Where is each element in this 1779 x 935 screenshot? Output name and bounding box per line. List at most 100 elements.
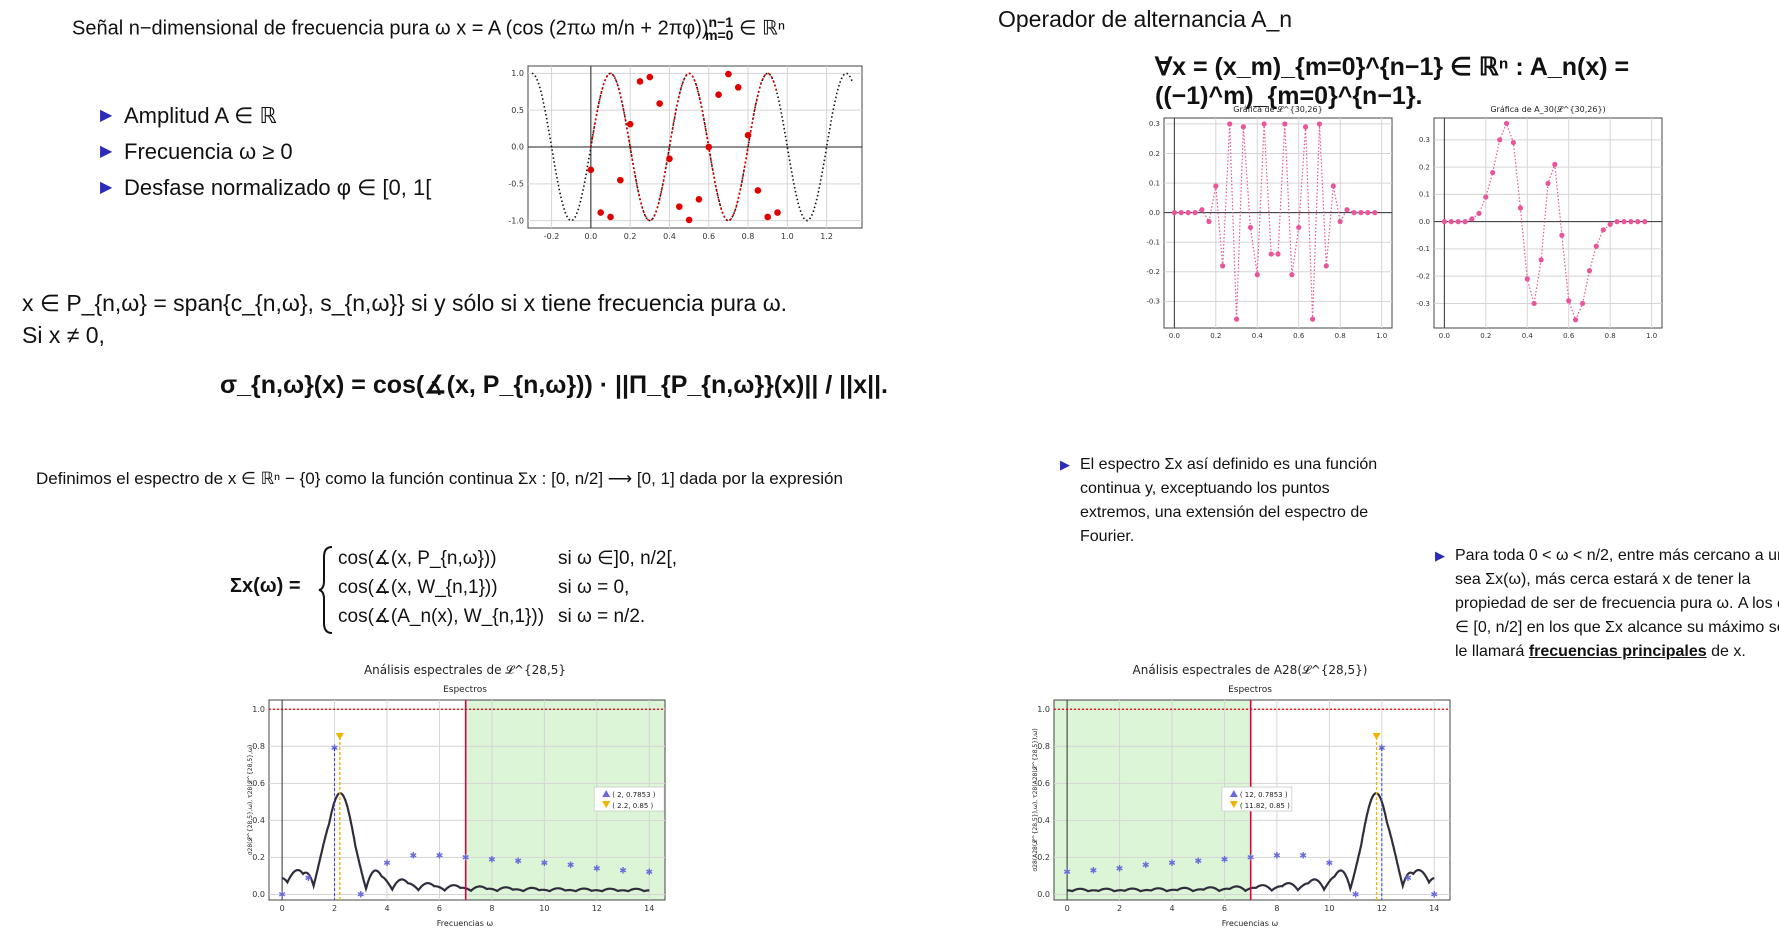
y-tick-label: 0.3 xyxy=(1149,120,1160,128)
x-tick-label: 2 xyxy=(332,904,337,913)
y-tick-label: 0.1 xyxy=(1419,191,1430,199)
chart-title: Gráfica de A_30(𝓛^{30,26}) xyxy=(1490,104,1605,114)
sample-point xyxy=(587,166,595,174)
y-tick-label: -0.5 xyxy=(508,179,524,188)
legend-marker-principal xyxy=(602,801,611,809)
sample-marker: ✱ xyxy=(383,859,391,869)
principal-frequencies-term: frecuencias principales xyxy=(1528,643,1707,660)
sample-point xyxy=(725,70,732,78)
sample-marker: ✱ xyxy=(567,861,575,871)
sample-point xyxy=(675,203,683,210)
alternation-operator-title: Operador de alternancia A_n xyxy=(998,6,1293,32)
sample-marker: ✱ xyxy=(619,866,627,876)
sample-marker: ✱ xyxy=(1221,855,1229,865)
x-tick-label: 14 xyxy=(1429,904,1439,913)
case-row-half: cos(∡(A_n(x), W_{n,1})) si ω = n/2. xyxy=(338,605,645,628)
legend-marker-principal xyxy=(1229,801,1238,809)
y-tick-label: -0.2 xyxy=(1146,268,1160,276)
legend-marker-fourier xyxy=(602,790,611,798)
pure-frequency-condition: x ∈ P_{n,ω} = span{c_{n,ω}, s_{n,ω}} si … xyxy=(22,290,788,316)
x-tick-label: 0.8 xyxy=(742,232,755,241)
sample-point xyxy=(715,91,722,99)
plot-frame xyxy=(268,699,666,901)
x-tick-label: 0.8 xyxy=(1605,332,1616,340)
plot-frame xyxy=(1433,117,1663,329)
series-point xyxy=(1469,216,1475,222)
y-tick-label: 0.5 xyxy=(511,106,524,115)
x-tick-label: 10 xyxy=(539,904,549,913)
x-tick-label: 1.0 xyxy=(1376,332,1387,340)
series-point xyxy=(1441,219,1447,225)
x-tick-label: 1.2 xyxy=(820,232,833,241)
series-point xyxy=(1586,268,1593,274)
sample-point xyxy=(734,84,742,91)
y-axis-label: σ28(𝓛^{28,5},ω), τ28(𝓛^{28,5},ω) xyxy=(247,745,254,856)
x-tick-label: 4 xyxy=(1169,904,1174,913)
cases-brace xyxy=(318,546,333,634)
sample-marker: ✱ xyxy=(645,868,653,878)
series-point xyxy=(1206,218,1212,225)
sample-marker: ✱ xyxy=(305,874,313,884)
sample-marker: ✱ xyxy=(1247,853,1255,863)
sample-marker: ✱ xyxy=(541,859,549,869)
series-point xyxy=(1240,124,1246,130)
principal-frequencies-text-a: Para toda 0 < ω < n/2, entre más cercano… xyxy=(1455,547,1779,660)
x-tick-label: 12 xyxy=(592,904,602,913)
series-point xyxy=(1621,219,1627,225)
case-cond-interior: si ω ∈]0, n/2[, xyxy=(558,548,678,569)
series-point xyxy=(1572,317,1579,323)
legend-marker-fourier xyxy=(1229,790,1238,798)
x-tick-label: 0.2 xyxy=(1210,332,1221,340)
case-expr-zero: cos(∡(x, W_{n,1})) xyxy=(338,577,498,598)
series-point xyxy=(1296,224,1302,231)
x-tick-label: 8 xyxy=(1274,904,1279,913)
sigma-formula: σ_{n,ω}(x) = cos(∡(x, P_{n,ω})) · ||Π_{P… xyxy=(220,371,889,399)
y-tick-label: -0.3 xyxy=(1146,298,1160,306)
series-point xyxy=(1538,257,1544,263)
series-point xyxy=(1503,120,1510,127)
y-tick-label: -0.1 xyxy=(1416,245,1430,253)
sample-marker: ✱ xyxy=(1063,868,1071,878)
spectral-analysis-chart-L: Análisis espectrales de 𝓛^{28,5} Espectro… xyxy=(247,663,666,928)
sample-marker: ✱ xyxy=(1168,859,1176,869)
series-point xyxy=(1476,210,1482,217)
principal-frequencies-note: Para toda 0 < ω < n/2, entre más cercano… xyxy=(1435,544,1779,664)
series-point xyxy=(1171,210,1177,216)
sample-point xyxy=(705,143,713,151)
series-point xyxy=(1490,169,1496,176)
sample-marker: ✱ xyxy=(1430,890,1438,900)
case-cond-half: si ω = n/2. xyxy=(558,606,646,627)
y-tick-label: 0.0 xyxy=(1037,890,1050,899)
sample-point xyxy=(754,187,762,194)
series-point xyxy=(1593,243,1599,249)
case-expr-half: cos(∡(A_n(x), W_{n,1})) xyxy=(338,606,545,627)
series-point xyxy=(1220,263,1226,269)
sample-marker: ✱ xyxy=(1273,852,1281,862)
y-tick-label: -0.3 xyxy=(1416,300,1430,308)
series-point xyxy=(1372,210,1378,216)
signal-super: n−1 xyxy=(708,14,734,30)
cases-lhs: Σx(ω) = xyxy=(230,575,301,597)
series-point xyxy=(1517,205,1524,211)
y-tick-label: 1.0 xyxy=(511,69,524,78)
series-point xyxy=(1192,210,1198,216)
series-point xyxy=(1227,121,1233,127)
y-tick-label: 0.0 xyxy=(1149,209,1160,217)
param-amplitude: Amplitud A ∈ ℝ xyxy=(100,98,431,134)
x-tick-label: 0.0 xyxy=(585,232,598,241)
legend-entry-fourier: ( 2, 0.7853 ) xyxy=(612,791,656,799)
plot-frame xyxy=(1163,117,1393,329)
sample-marker: ✱ xyxy=(593,865,601,875)
series-point xyxy=(1614,219,1620,225)
series-point xyxy=(1552,161,1558,167)
signal-text: Señal n−dimensional de frecuencia pura ω… xyxy=(72,17,709,40)
y-tick-label: 1.0 xyxy=(1037,705,1050,714)
series-point xyxy=(1344,207,1350,213)
sample-marker: ✱ xyxy=(436,852,444,862)
sampled-sine-segment xyxy=(590,72,778,222)
y-tick-label: -0.2 xyxy=(1416,273,1430,281)
series-point xyxy=(1302,124,1309,130)
x-tick-label: 0.0 xyxy=(1439,332,1450,340)
y-tick-label: 0.6 xyxy=(1037,779,1050,788)
series-point xyxy=(1178,210,1184,216)
